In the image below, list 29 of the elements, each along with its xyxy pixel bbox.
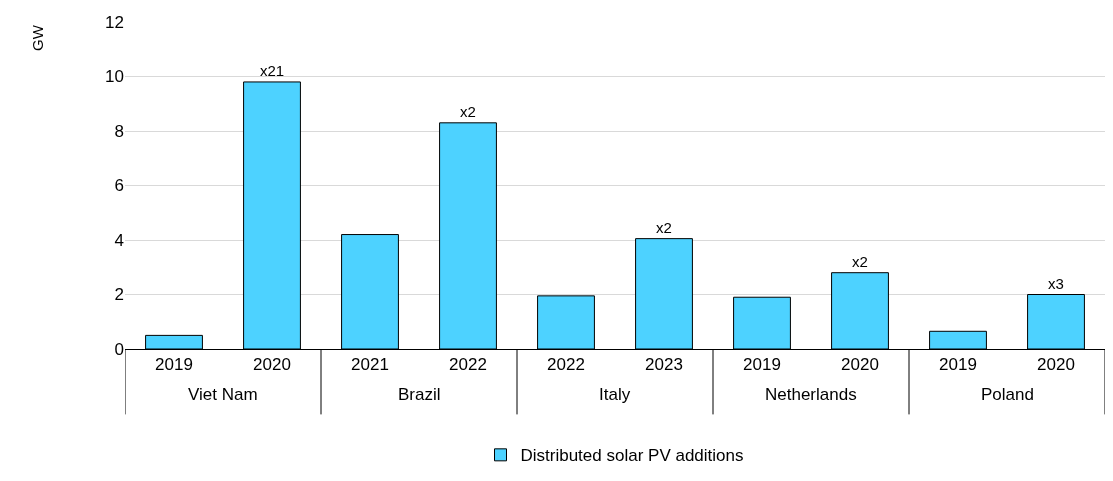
x-tick-label: 2019: [743, 355, 781, 375]
x-tick-label: 2022: [547, 355, 585, 375]
text: Italy: [599, 385, 631, 404]
legend-label: Distributed solar PV additions: [520, 446, 744, 466]
x-tick-label: 2021: [351, 355, 389, 375]
x-tick-label: 2020: [253, 355, 291, 375]
y-tick-label: 6: [114, 176, 124, 196]
y-tick-label: 0: [114, 339, 124, 359]
x-tick-label: 2019: [155, 355, 193, 375]
y-tick-label: 2: [114, 285, 124, 305]
text: Brazil: [398, 385, 441, 404]
x-tick-label: 2020: [841, 355, 879, 375]
y-tick-label: 8: [114, 121, 124, 141]
data-label: x2: [460, 102, 476, 120]
data-label: x21: [259, 61, 285, 79]
text: Netherlands: [765, 385, 857, 404]
y-tick-label: 12: [105, 12, 124, 32]
y-tick-label: 10: [105, 67, 124, 87]
text: Viet Nam: [188, 385, 258, 404]
x-tick-label: 2020: [1037, 355, 1075, 375]
x-tick-label: 2022: [449, 355, 487, 375]
y-tick-label: 4: [114, 230, 124, 250]
x-tick-label: 2023: [645, 355, 683, 375]
text: Poland: [981, 385, 1034, 404]
data-label: x2: [852, 252, 868, 270]
y-axis-title: GW: [29, 24, 46, 51]
data-label: x3: [1048, 274, 1064, 292]
x-tick-label: 2019: [939, 355, 977, 375]
data-label: x2: [656, 218, 672, 236]
